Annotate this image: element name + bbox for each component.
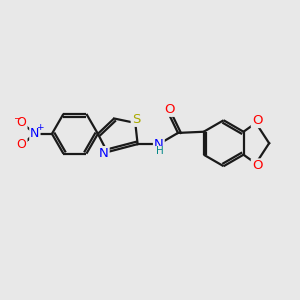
Text: N: N [30,127,40,140]
Text: N: N [154,138,164,151]
Text: S: S [132,113,140,126]
Text: −: − [13,113,20,122]
Text: O: O [252,159,262,172]
Text: O: O [164,103,174,116]
Text: +: + [36,123,43,132]
Text: O: O [17,116,27,129]
Text: H: H [155,146,163,157]
Text: O: O [17,139,27,152]
Text: O: O [252,114,262,127]
Text: N: N [99,147,109,160]
